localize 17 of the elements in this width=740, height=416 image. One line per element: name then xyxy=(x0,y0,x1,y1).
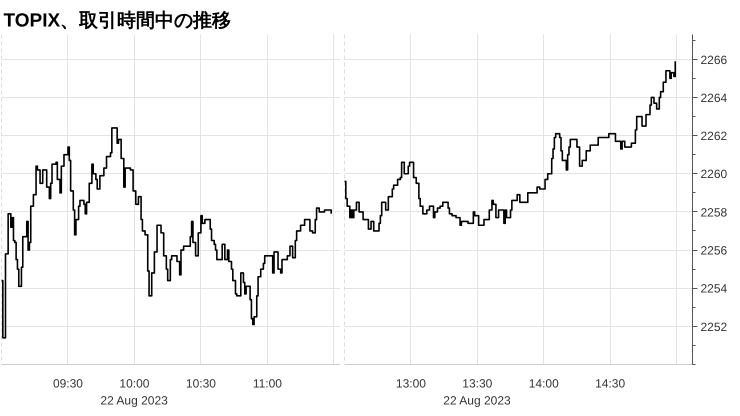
x-tick-label: 11:00 xyxy=(252,376,282,390)
x-tick-label: 10:30 xyxy=(186,376,216,390)
y-tick-label: 2264 xyxy=(700,90,728,105)
x-tick-label: 10:00 22 Aug 2023 xyxy=(100,376,168,408)
y-tick-label: 2266 xyxy=(700,52,728,67)
y-tick-label: 2258 xyxy=(700,205,728,220)
y-tick-label: 2254 xyxy=(700,282,728,296)
y-tick-label: 2256 xyxy=(700,244,728,258)
y-tick-label: 2252 xyxy=(700,320,728,334)
x-tick-label: 14:00 xyxy=(528,376,560,390)
y-tick-label: 2262 xyxy=(700,129,728,144)
x-tick-label: 09:30 xyxy=(52,376,84,390)
chart-title: TOPIX、取引時間中の推移 xyxy=(4,10,232,32)
y-tick-label: 2260 xyxy=(700,167,728,182)
x-tick-label: 14:30 xyxy=(595,376,626,390)
x-tick-label: 13:30 22 Aug 2023 xyxy=(443,376,512,408)
x-tick-label: 13:00 xyxy=(396,376,426,390)
